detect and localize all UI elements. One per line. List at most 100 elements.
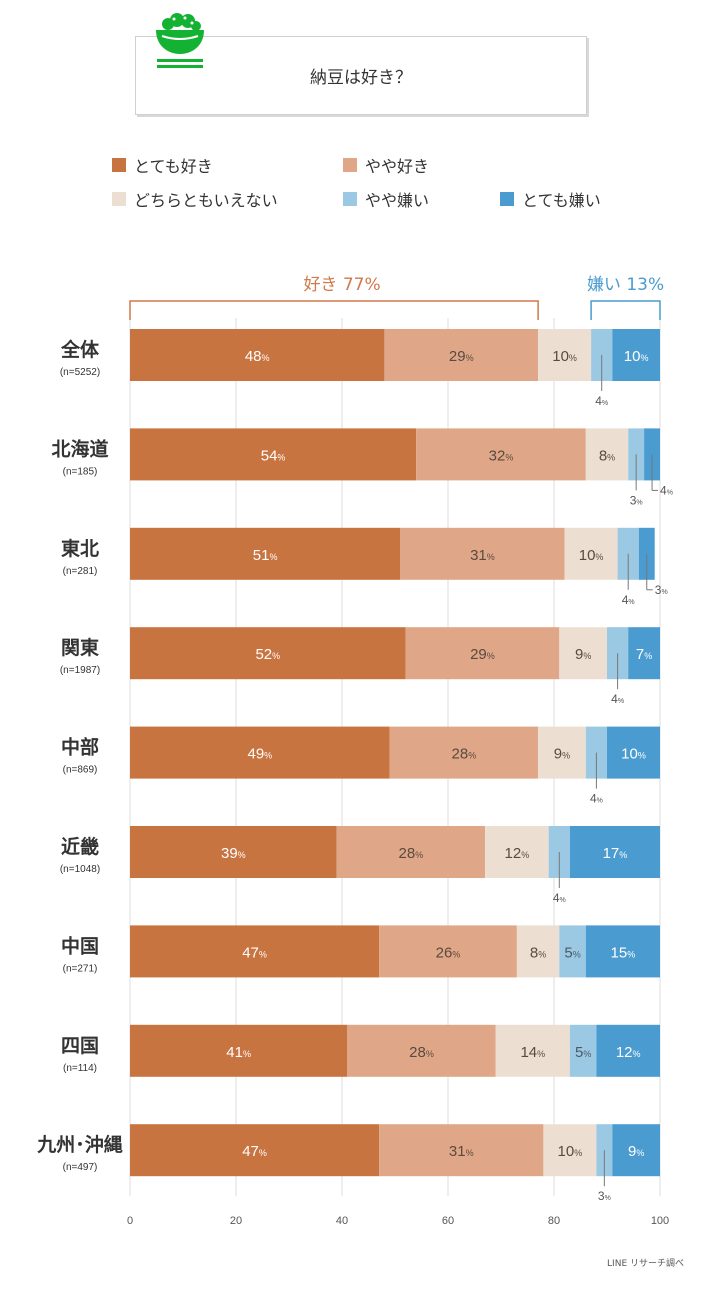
- bar-segment: [585, 428, 629, 481]
- legend-item-very-dislike: とても嫌い: [500, 188, 601, 210]
- bar-value-label: 47%: [242, 944, 267, 961]
- row-label: 中部: [61, 736, 99, 759]
- bar-segment: [559, 925, 586, 978]
- row-label: 東北: [61, 537, 99, 560]
- natto-bowl-icon: [156, 13, 204, 68]
- row-label: 関東: [61, 636, 99, 659]
- bar-value-label: 29%: [449, 348, 474, 365]
- legend-label: どちらともいえない: [134, 191, 278, 210]
- x-tick-label: 60: [442, 1215, 454, 1227]
- bar-value-label: 10%: [624, 348, 649, 365]
- bar-value-callout: 4%: [590, 792, 603, 806]
- bar-segment: [612, 329, 660, 381]
- source-note: LINE リサーチ調べ: [607, 1259, 684, 1269]
- x-tick-label: 80: [548, 1215, 560, 1227]
- row-sample-size: (n=185): [63, 466, 98, 477]
- bar-value-callout: 4%: [622, 593, 635, 607]
- bar-segment: [495, 1024, 570, 1077]
- row-label: 四国: [61, 1035, 99, 1057]
- row-sample-size: (n=5252): [60, 367, 100, 378]
- bar-value-label: 7%: [636, 646, 652, 663]
- bar-value-label: 9%: [628, 1143, 644, 1160]
- bar-value-callout: 3%: [598, 1189, 611, 1203]
- bar-segment: [585, 925, 660, 978]
- bar-segment: [130, 925, 380, 978]
- chart-title-box: 納豆は好き？: [135, 36, 587, 115]
- x-tick-label: 20: [230, 1215, 242, 1227]
- bar-value-label: 52%: [255, 646, 280, 663]
- bar-value-label: 10%: [579, 547, 604, 564]
- legend-label: やや好き: [365, 157, 430, 176]
- bar-segment: [400, 527, 565, 580]
- bar-segment: [389, 726, 539, 779]
- bar-segment: [538, 329, 592, 381]
- bar-segment: [607, 726, 660, 779]
- bar-segment: [347, 1024, 496, 1077]
- bar-value-callout: 3%: [655, 583, 668, 597]
- bar-value-label: 10%: [558, 1143, 583, 1160]
- bar-segment: [416, 428, 586, 481]
- bar-value-label: 9%: [554, 746, 570, 763]
- legend-item-very-like: とても好き: [112, 154, 213, 176]
- row-sample-size: (n=114): [63, 1063, 97, 1074]
- bar-value-label: 54%: [261, 447, 286, 464]
- legend-item-neutral: どちらともいえない: [112, 188, 278, 210]
- bar-value-label: 28%: [399, 845, 424, 862]
- legend-swatch: [112, 192, 126, 206]
- bar-segment: [516, 925, 560, 978]
- bar-value-label: 48%: [245, 348, 270, 365]
- legend-swatch: [112, 158, 126, 172]
- x-tick-label: 0: [127, 1215, 133, 1227]
- bar-segment: [384, 329, 539, 381]
- row-label: 九州･沖縄: [36, 1133, 123, 1156]
- bar-segment: [612, 1124, 660, 1177]
- bar-value-label: 41%: [226, 1044, 251, 1061]
- bar-value-label: 10%: [552, 348, 577, 365]
- bar-segment: [130, 627, 406, 680]
- row-sample-size: (n=1048): [60, 864, 100, 875]
- bar-value-label: 29%: [470, 646, 495, 663]
- row-sample-size: (n=281): [63, 566, 98, 577]
- legend-swatch: [343, 158, 357, 172]
- bar-value-label: 32%: [489, 447, 514, 464]
- x-tick-label: 100: [651, 1215, 669, 1227]
- legend-label: とても好き: [134, 157, 213, 176]
- bar-segment: [628, 627, 660, 680]
- bar-segment: [130, 527, 401, 580]
- bar-segment: [379, 1124, 544, 1177]
- row-label: 全体: [60, 338, 100, 361]
- row-sample-size: (n=869): [63, 765, 98, 776]
- bar-segment: [564, 527, 618, 580]
- row-label: 北海道: [51, 437, 108, 460]
- bar-value-label: 51%: [253, 547, 278, 564]
- row-sample-size: (n=271): [63, 963, 98, 974]
- legend-item-like: やや好き: [343, 154, 429, 176]
- x-tick-label: 40: [336, 1215, 348, 1227]
- like-bracket: [129, 300, 539, 320]
- bar-segment: [130, 826, 337, 878]
- bar-value-label: 28%: [452, 746, 477, 763]
- like-summary-label: 好き 77%: [303, 275, 380, 295]
- bar-value-callout: 4%: [611, 692, 624, 706]
- legend-swatch: [343, 192, 357, 206]
- bar-value-label: 10%: [621, 746, 646, 763]
- bar-segment: [569, 826, 660, 878]
- bar-value-label: 31%: [449, 1143, 474, 1160]
- bar-segment: [569, 1024, 597, 1077]
- bar-value-label: 49%: [247, 746, 272, 763]
- row-label: 中国: [61, 934, 99, 957]
- chart-title: 納豆は好き？: [310, 68, 412, 88]
- bar-segment: [379, 925, 517, 978]
- bar-segment: [130, 726, 390, 779]
- bar-value-label: 26%: [436, 944, 461, 961]
- bar-segment: [596, 1024, 660, 1077]
- legend-label: やや嫌い: [365, 191, 430, 210]
- bar-segment: [336, 826, 486, 878]
- bar-value-callout: 4%: [660, 483, 673, 497]
- bar-value-label: 9%: [575, 646, 591, 663]
- row-label: 近畿: [61, 835, 99, 858]
- row-sample-size: (n=1987): [60, 665, 100, 676]
- bar-value-label: 17%: [603, 845, 628, 862]
- bar-segment: [485, 826, 549, 878]
- bar-value-label: 12%: [505, 845, 530, 862]
